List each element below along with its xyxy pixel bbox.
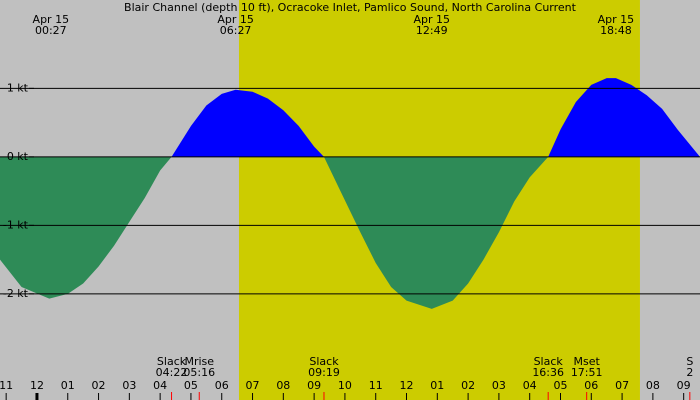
ebb-area	[0, 156, 549, 309]
y-tick-label: -2 kt	[3, 287, 29, 300]
event-time: 04:22	[156, 366, 188, 379]
x-tick-label: 09	[677, 379, 691, 392]
x-tick-label: 11	[0, 379, 13, 392]
y-tick-label: 0 kt	[7, 150, 29, 163]
x-tick-label: 05	[184, 379, 198, 392]
y-tick-label: 1 kt	[7, 81, 29, 94]
event-label: Mset	[574, 355, 601, 368]
event-label: Slack	[534, 355, 564, 368]
x-tick-label: 05	[553, 379, 567, 392]
event-label: Slack	[157, 355, 187, 368]
event-time: 05:16	[183, 366, 215, 379]
plot	[0, 78, 700, 309]
x-tick-label: 03	[492, 379, 506, 392]
x-tick-label: 07	[246, 379, 260, 392]
x-tick-label: 02	[461, 379, 475, 392]
peak-date: Apr 15	[598, 13, 635, 26]
x-tick-label: 08	[276, 379, 290, 392]
peak-time: 18:48	[600, 24, 632, 37]
peak-date: Apr 15	[217, 13, 254, 26]
x-tick-label: 01	[61, 379, 75, 392]
x-tick-label: 07	[615, 379, 629, 392]
x-tick-label: 06	[584, 379, 598, 392]
event-time: 09:19	[308, 366, 340, 379]
event-label: Slack	[309, 355, 339, 368]
peak-time: 06:27	[220, 24, 252, 37]
x-tick-label: 11	[369, 379, 383, 392]
x-tick-label: 02	[92, 379, 106, 392]
x-tick-label: 04	[153, 379, 167, 392]
x-tick-label: 10	[338, 379, 352, 392]
grid	[0, 87, 700, 400]
chart-title: Blair Channel (depth 10 ft), Ocracoke In…	[124, 1, 577, 14]
event-time: 16:36	[532, 366, 564, 379]
x-tick-label: 01	[430, 379, 444, 392]
x-tick-label: 12	[400, 379, 414, 392]
peak-date: Apr 15	[413, 13, 450, 26]
x-tick-label: 08	[646, 379, 660, 392]
x-tick-label: 09	[307, 379, 321, 392]
event-time: 2	[686, 366, 693, 379]
y-tick-label: -1 kt	[3, 218, 29, 231]
x-tick-label: 04	[523, 379, 537, 392]
event-label: S	[686, 355, 693, 368]
x-tick-label: 06	[215, 379, 229, 392]
labels: 1 kt 0 kt -1 kt -2 kt 11 12 01 02 03 04 05 06 07 08 09…	[0, 13, 693, 392]
peak-time: 12:49	[416, 24, 448, 37]
x-tick-label: 03	[122, 379, 136, 392]
flood-area	[0, 78, 700, 157]
event-label: Mrise	[184, 355, 214, 368]
event-time: 17:51	[571, 366, 603, 379]
peak-date: Apr 15	[33, 13, 70, 26]
peak-time: 00:27	[35, 24, 67, 37]
x-tick-label: 12	[30, 379, 44, 392]
